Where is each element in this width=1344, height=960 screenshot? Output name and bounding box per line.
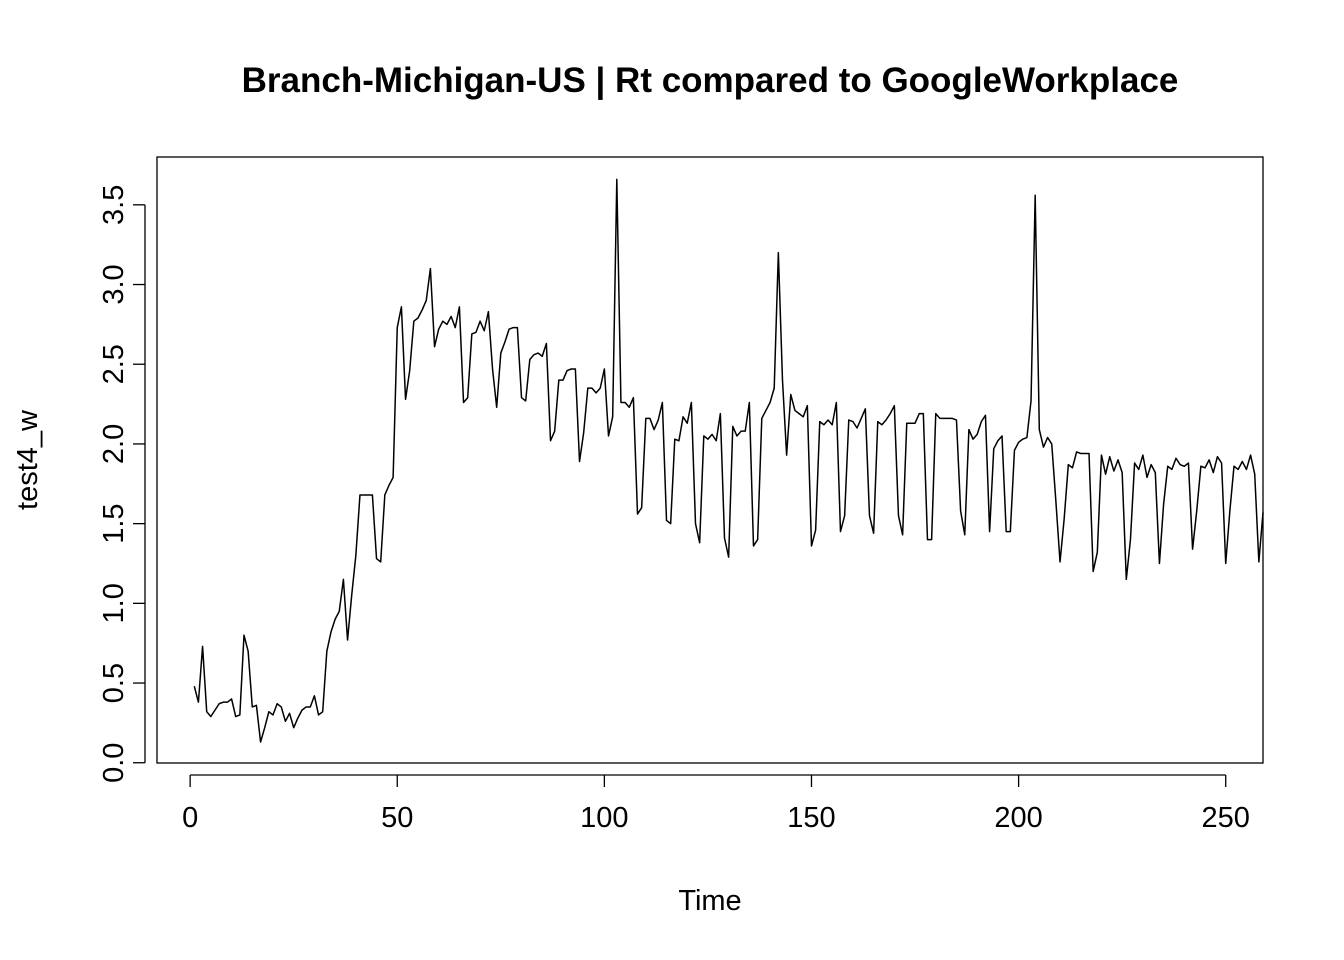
plot-frame (156, 156, 1264, 764)
x-tick-label: 50 (381, 802, 413, 834)
x-tick-label: 100 (580, 802, 628, 834)
x-axis-label: Time (678, 885, 741, 917)
y-tick-label: 3.0 (98, 264, 130, 304)
x-tick-label: 0 (182, 802, 198, 834)
x-tick-label: 200 (994, 802, 1042, 834)
x-tick-label: 150 (787, 802, 835, 834)
y-axis: 0.0 0.5 1.0 1.5 2.0 2.5 3.0 3.5 (98, 185, 146, 783)
y-tick-label: 0.0 (98, 743, 130, 783)
chart-title: Branch-Michigan-US | Rt compared to Goog… (242, 61, 1179, 100)
y-axis-label: test4_w (12, 409, 44, 510)
x-tick-label: 250 (1202, 802, 1250, 834)
y-tick-label: 1.5 (98, 503, 130, 543)
series-group (193, 178, 1264, 743)
y-tick-label: 2.5 (98, 344, 130, 384)
x-axis: 0 50 100 150 200 250 (182, 774, 1250, 834)
y-tick-label: 2.0 (98, 424, 130, 464)
y-tick-label: 1.0 (98, 583, 130, 623)
series-line (193, 178, 1264, 743)
y-tick-label: 3.5 (98, 185, 130, 225)
y-tick-label: 0.5 (98, 663, 130, 703)
